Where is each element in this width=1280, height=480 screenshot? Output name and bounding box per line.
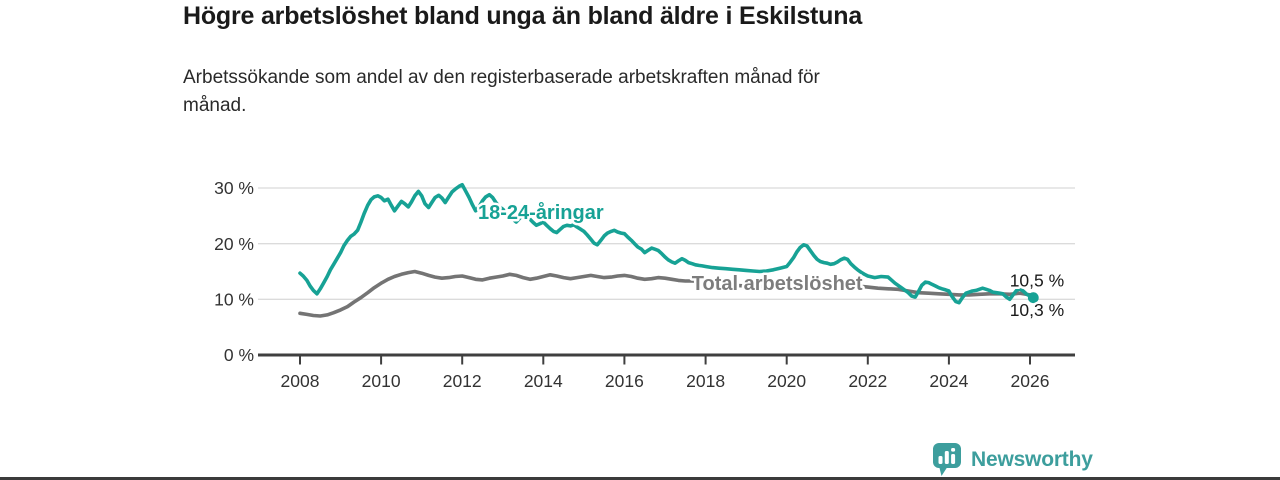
- x-tick-label: 2026: [1011, 371, 1050, 391]
- x-tick-label: 2018: [686, 371, 725, 391]
- total-end-value: 10,5 %: [1010, 271, 1064, 291]
- x-tick-label: 2012: [443, 371, 482, 391]
- total-label: Total arbetslöshet: [692, 273, 863, 295]
- newsworthy-logo-text: Newsworthy: [971, 447, 1093, 471]
- x-tick-label: 2014: [524, 371, 563, 391]
- y-tick-label: 10 %: [214, 290, 254, 310]
- series-line-total: [298, 269, 1036, 318]
- newsworthy-logo-icon: [933, 443, 961, 476]
- youth-end-value: 10,3 %: [1010, 300, 1064, 320]
- y-tick-label: 0 %: [224, 345, 254, 365]
- x-tick-label: 2008: [281, 371, 320, 391]
- newsworthy-logo: Newsworthy: [932, 442, 1093, 477]
- x-tick-label: 2010: [362, 371, 401, 391]
- y-tick-label: 30 %: [214, 178, 254, 198]
- y-tick-label: 20 %: [214, 234, 254, 254]
- x-tick-label: 2022: [848, 371, 887, 391]
- bottom-border-bar: [0, 477, 1280, 480]
- series-line-youth: [298, 182, 1036, 305]
- x-tick-label: 2024: [929, 371, 968, 391]
- youth-label: 18-24-åringar: [478, 201, 604, 224]
- chart-subtitle: Arbetssökande som andel av den registerb…: [183, 67, 820, 116]
- x-tick-label: 2020: [767, 371, 806, 391]
- chart-title: Högre arbetslöshet bland unga än bland ä…: [183, 2, 863, 30]
- series-line-youth-end-dot: [1027, 292, 1039, 304]
- x-tick-label: 2016: [605, 371, 644, 391]
